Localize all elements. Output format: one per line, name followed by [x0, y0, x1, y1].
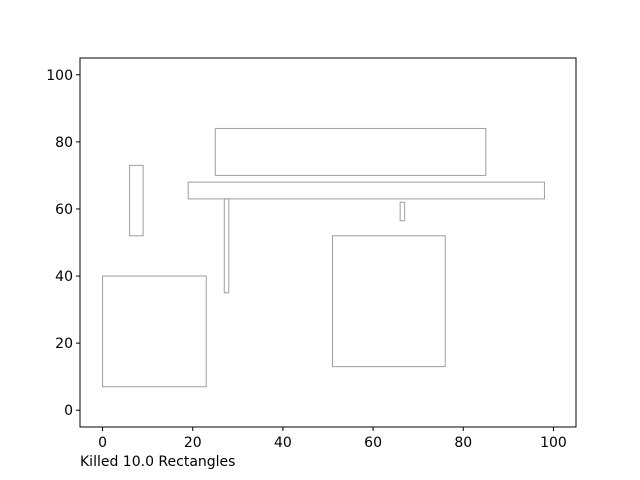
y-tick-label: 40 [55, 269, 73, 285]
y-axis-ticks: 0 20 40 60 80 100 [46, 68, 80, 419]
rectangle-2 [187, 181, 545, 200]
x-tick-label: 60 [364, 435, 382, 451]
y-tick-label: 20 [55, 336, 73, 352]
rectangle-3 [129, 164, 144, 237]
axes-frame [79, 57, 577, 428]
y-tick-label: 100 [46, 68, 73, 84]
x-tick-label: 100 [540, 435, 567, 451]
x-tick-label: 20 [184, 435, 202, 451]
rectangles-layer [102, 127, 545, 388]
rectangle-5 [399, 201, 406, 222]
y-tick-label: 0 [64, 403, 73, 419]
y-tick-label: 60 [55, 202, 73, 218]
rectangle-6 [332, 235, 446, 368]
x-tick-label: 0 [98, 435, 107, 451]
rectangle-4 [223, 198, 230, 294]
x-tick-label: 40 [274, 435, 292, 451]
x-axis-label: Killed 10.0 Rectangles [80, 454, 235, 470]
y-tick-label: 80 [55, 135, 73, 151]
rectangle-7 [102, 275, 207, 388]
rectangle-1 [214, 127, 487, 176]
x-tick-label: 80 [454, 435, 472, 451]
plot-area: 0 20 40 60 80 100 0 20 40 60 80 100 [46, 57, 577, 451]
x-axis-ticks: 0 20 40 60 80 100 [98, 427, 567, 451]
